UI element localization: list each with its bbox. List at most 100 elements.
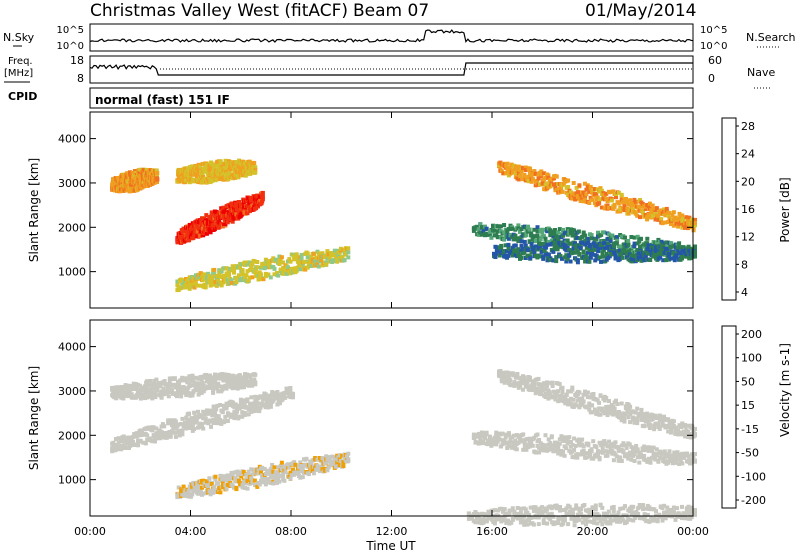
data-cell [296, 470, 300, 474]
data-cell [246, 487, 250, 491]
data-cell [173, 431, 177, 435]
data-cell [693, 427, 697, 431]
data-cell [670, 245, 674, 249]
data-cell [586, 391, 590, 395]
data-cell [572, 398, 576, 402]
data-cell [635, 421, 639, 425]
data-cell [214, 475, 218, 479]
freq-tick-bottom: 8 [77, 72, 84, 85]
data-cell [317, 265, 321, 269]
data-cell [502, 223, 506, 227]
data-cell [547, 252, 551, 256]
data-cell [550, 434, 554, 438]
data-cell [507, 431, 511, 435]
data-cell [642, 424, 646, 428]
data-cell [572, 181, 576, 185]
cpid-label: CPID [8, 90, 37, 103]
data-cell [261, 191, 265, 195]
data-cell [136, 443, 140, 447]
data-cell [518, 173, 522, 177]
data-cell [273, 465, 277, 469]
data-cell [312, 471, 316, 475]
data-cell [291, 394, 295, 398]
data-cell [639, 409, 643, 413]
data-cell [173, 376, 177, 380]
data-cell [284, 470, 288, 474]
data-cell [693, 221, 697, 225]
data-cell [508, 378, 512, 382]
data-cell [645, 237, 649, 241]
data-cell [637, 461, 641, 465]
data-cell [195, 419, 199, 423]
power-ylabel: Slant Range [km] [27, 158, 41, 262]
data-cell [598, 456, 602, 460]
data-cell [665, 207, 669, 211]
data-cell [612, 458, 616, 462]
nsky-trace [90, 30, 693, 42]
data-cell [638, 215, 642, 219]
data-cell [261, 195, 265, 199]
data-cell [346, 250, 350, 254]
freq-tick-top: 18 [70, 54, 84, 67]
data-cell [306, 255, 310, 259]
data-cell [628, 405, 632, 409]
date-title: 01/May/2014 [585, 1, 697, 21]
data-cell [253, 170, 257, 174]
station-title: Christmas Valley West (fitACF) [90, 1, 348, 21]
data-cell [567, 435, 571, 439]
data-cell [244, 274, 248, 278]
data-cell [180, 429, 184, 433]
data-cell [582, 250, 586, 254]
data-cell [289, 477, 293, 481]
data-cell [583, 243, 587, 247]
data-cell [555, 175, 559, 179]
data-cell [209, 425, 213, 429]
y-tick-label: 1000 [58, 266, 86, 279]
data-cell [237, 273, 241, 277]
nsky-frame [90, 24, 693, 51]
data-cell [253, 409, 257, 413]
data-cell [212, 268, 216, 272]
data-cell [174, 435, 178, 439]
data-cell [623, 417, 627, 421]
data-cell [346, 246, 350, 250]
data-cell [167, 394, 171, 398]
data-cell [298, 267, 302, 271]
data-cell [639, 237, 643, 241]
data-cell [226, 419, 230, 423]
nsearch-tick-bottom: 10^0 [700, 41, 727, 52]
y-tick-label: 4000 [58, 133, 86, 146]
data-cell [203, 272, 207, 276]
data-cell [635, 407, 639, 411]
data-cell [620, 402, 624, 406]
data-cell [212, 485, 216, 489]
data-cell [515, 372, 519, 376]
data-cell [201, 427, 205, 431]
data-cell [217, 414, 221, 418]
data-cell [591, 439, 595, 443]
data-cell [241, 268, 245, 272]
data-cell [672, 210, 676, 214]
data-cell [545, 380, 549, 384]
data-cell [179, 394, 183, 398]
data-cell [616, 402, 620, 406]
data-cell [633, 459, 637, 463]
nave-label: Nave [747, 66, 775, 79]
data-cell [561, 450, 565, 454]
data-cell [566, 179, 570, 183]
data-cell [530, 242, 534, 246]
data-cell [162, 424, 166, 428]
data-cell [554, 259, 558, 263]
data-cell [249, 395, 253, 399]
data-cell [693, 434, 697, 438]
data-cell [286, 462, 290, 466]
nsky-tick-top: 10^5 [57, 25, 84, 36]
data-cell [565, 393, 569, 397]
data-cell [155, 177, 159, 181]
cpid-text: normal (fast) 151 IF [95, 93, 230, 107]
data-cell [517, 177, 521, 181]
data-cell [232, 271, 236, 275]
data-cell [613, 407, 617, 411]
